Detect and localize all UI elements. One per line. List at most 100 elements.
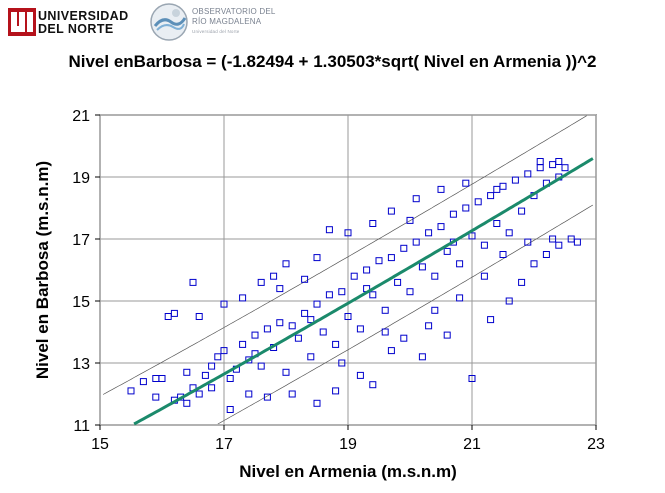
y-tick-labels: 11 13 15 17 19 21 <box>72 108 100 435</box>
data-point <box>313 399 321 407</box>
data-point <box>555 241 563 249</box>
data-point <box>555 158 563 165</box>
data-point <box>549 235 557 243</box>
y-tick-label: 21 <box>72 108 90 125</box>
data-point <box>518 207 526 215</box>
observatory-name-line1: OBSERVATORIO DEL <box>192 7 276 16</box>
data-point <box>530 260 538 268</box>
data-point <box>561 164 569 172</box>
data-point <box>387 347 395 355</box>
data-point <box>344 313 352 320</box>
data-point <box>195 313 203 320</box>
data-point <box>245 390 253 398</box>
data-point <box>307 316 315 324</box>
data-point <box>474 198 482 206</box>
observatory-name: OBSERVATORIO DEL RÍO MAGDALENA Universid… <box>192 7 276 37</box>
data-point <box>332 387 340 395</box>
data-point <box>468 375 476 382</box>
data-point <box>189 278 197 286</box>
data-point <box>313 254 321 262</box>
university-name-line1: UNIVERSIDAD <box>38 9 129 23</box>
data-point <box>536 158 544 165</box>
data-point <box>425 322 433 330</box>
university-name-line2: DEL NORTE <box>38 22 114 36</box>
chart-title: Nivel enBarbosa = (-1.82494 + 1.30503*sq… <box>68 52 597 71</box>
data-point <box>387 207 395 215</box>
data-point <box>437 223 445 231</box>
data-point <box>325 226 333 234</box>
data-point <box>480 272 488 280</box>
data-point <box>418 353 426 361</box>
data-point <box>499 251 507 258</box>
data-point <box>301 309 309 317</box>
data-point <box>549 161 557 169</box>
data-point <box>468 232 476 240</box>
data-point <box>493 220 501 227</box>
data-point <box>456 260 464 268</box>
y-axis-label: Nivel en Barbosa (m.s.n.m) <box>33 161 52 379</box>
data-point <box>152 375 160 382</box>
data-point <box>381 306 389 314</box>
x-tick-label: 21 <box>463 436 481 453</box>
data-point <box>400 244 408 252</box>
observatory-logo-icon <box>150 3 188 41</box>
data-point <box>257 362 265 370</box>
x-tick-label: 15 <box>91 436 109 453</box>
data-point <box>524 238 532 246</box>
data-point <box>332 340 340 348</box>
data-point <box>480 241 488 249</box>
data-point <box>505 297 513 305</box>
data-point <box>195 390 203 398</box>
data-point <box>208 362 216 370</box>
data-point <box>363 266 371 274</box>
x-tick-label: 23 <box>587 436 605 453</box>
data-point <box>356 371 364 379</box>
data-point <box>431 272 439 280</box>
data-point <box>375 257 383 265</box>
data-point <box>518 278 526 286</box>
data-point <box>369 381 377 389</box>
data-point <box>288 322 296 330</box>
x-axis-label: Nivel en Armenia (m.s.n.m) <box>239 462 457 481</box>
data-point <box>325 291 333 299</box>
x-tick-label: 19 <box>339 436 357 453</box>
data-point <box>214 353 222 361</box>
data-point <box>201 371 209 379</box>
data-point <box>431 306 439 314</box>
y-tick-label: 11 <box>73 418 90 435</box>
data-point <box>394 278 402 286</box>
data-point <box>443 247 451 255</box>
data-point <box>276 319 284 327</box>
data-point <box>263 325 271 333</box>
y-tick-label: 19 <box>72 170 90 187</box>
data-point <box>406 216 414 224</box>
data-point <box>319 328 327 336</box>
data-point <box>350 272 358 280</box>
observatory-name-line2: RÍO MAGDALENA <box>192 17 262 26</box>
data-point <box>294 334 302 342</box>
data-point <box>573 238 581 246</box>
header-logos: UNIVERSIDAD DEL NORTE OBSERVATORIO DEL R… <box>8 2 308 46</box>
data-point <box>344 229 352 237</box>
data-point <box>487 192 495 200</box>
data-point <box>400 334 408 342</box>
data-point <box>257 278 265 286</box>
data-point <box>437 185 445 193</box>
data-point <box>542 251 550 258</box>
x-tick-label: 17 <box>215 436 233 453</box>
data-point <box>406 288 414 296</box>
data-point <box>170 309 178 317</box>
data-point <box>381 328 389 336</box>
data-point <box>220 300 228 308</box>
data-point <box>183 368 191 376</box>
data-point <box>226 375 234 382</box>
upper-prediction-line <box>102 115 587 395</box>
data-point <box>387 254 395 262</box>
y-tick-label: 15 <box>72 294 90 311</box>
data-point <box>443 331 451 339</box>
data-point <box>226 406 234 413</box>
data-point <box>276 285 284 293</box>
data-point <box>487 316 495 324</box>
x-tick-labels: 15 17 19 21 23 <box>91 425 605 453</box>
